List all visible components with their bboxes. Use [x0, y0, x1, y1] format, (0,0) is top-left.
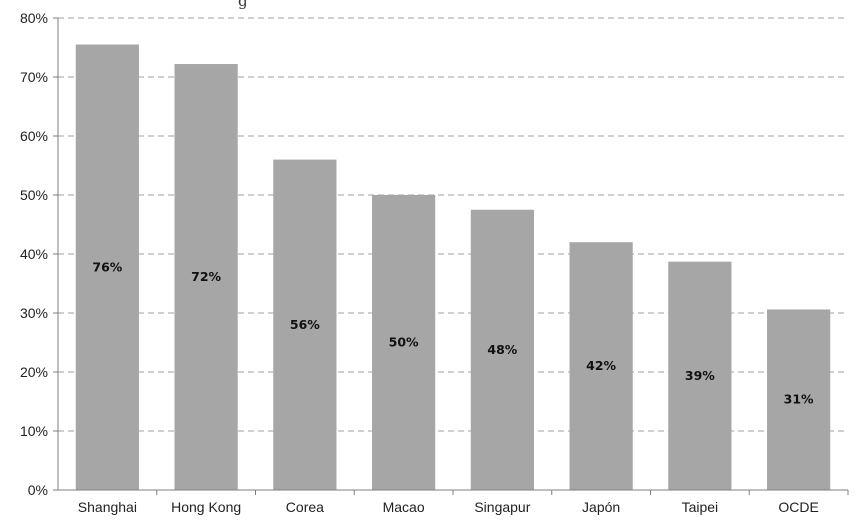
y-axis: 0% 10% 20% 30% 40% 50% 60% 70% 80% — [20, 10, 59, 498]
data-label: 42% — [586, 358, 616, 373]
y-tick-label: 10% — [20, 423, 48, 439]
x-tick-label: Hong Kong — [171, 499, 241, 515]
data-labels: 76% 72% 56% 50% 48% 42% 39% 31% — [92, 259, 814, 406]
x-tick-label: Shanghai — [78, 499, 137, 515]
bar-japón — [569, 242, 633, 490]
bars — [75, 44, 831, 491]
y-tick-label: 30% — [20, 305, 48, 321]
data-label: 76% — [92, 259, 122, 274]
y-tick-label: 70% — [20, 69, 48, 85]
data-label: 39% — [685, 368, 715, 383]
y-tick-label: 40% — [20, 246, 48, 262]
bar-singapur — [470, 209, 534, 490]
x-tick-label: Japón — [582, 499, 620, 515]
bar-ocde — [767, 309, 831, 490]
data-label: 72% — [191, 269, 221, 284]
y-tick-label: 50% — [20, 187, 48, 203]
bar-hong-kong — [174, 64, 238, 491]
bar-corea — [273, 159, 337, 490]
data-label: 48% — [487, 342, 517, 357]
y-tick-label: 20% — [20, 364, 48, 380]
x-tick-label: Macao — [383, 499, 425, 515]
data-label: 50% — [389, 335, 419, 350]
y-tick-label: 0% — [28, 482, 48, 498]
x-tick-label: Singapur — [474, 499, 530, 515]
bar-macao — [372, 195, 436, 490]
x-tick-label: OCDE — [778, 499, 818, 515]
data-label: 31% — [784, 392, 814, 407]
y-tick-label: 60% — [20, 128, 48, 144]
x-tick-label: Corea — [286, 499, 324, 515]
cropped-title-fragment: g — [238, 0, 248, 10]
bar-taipei — [668, 261, 732, 490]
x-tick-label: Taipei — [682, 499, 719, 515]
y-tick-label: 80% — [20, 10, 48, 26]
data-label: 56% — [290, 317, 320, 332]
bar-shanghai — [75, 44, 139, 491]
x-axis: Shanghai Hong Kong Corea Macao Singapur Japón… — [58, 489, 849, 515]
